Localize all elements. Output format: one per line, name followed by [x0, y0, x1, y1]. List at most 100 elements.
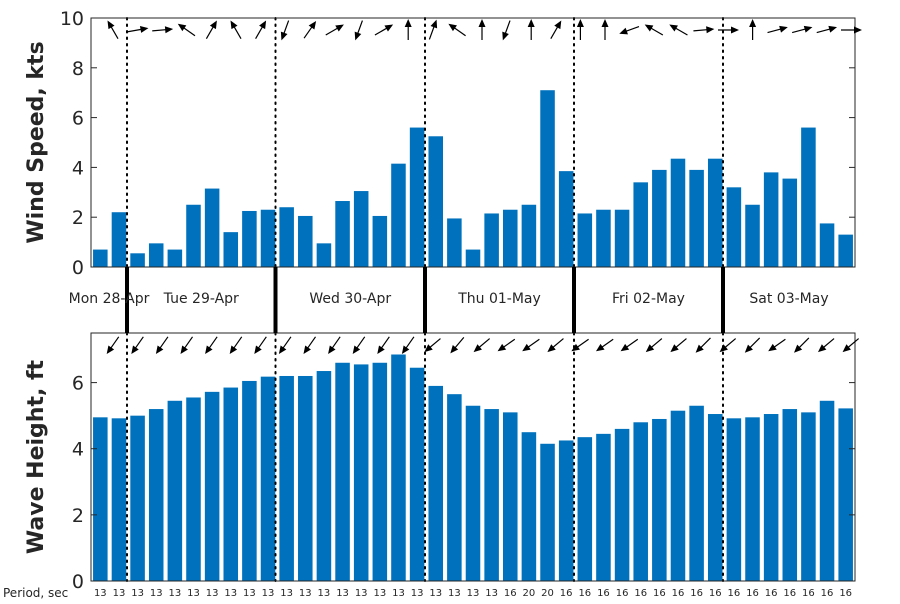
- period-value: 13: [392, 588, 405, 599]
- period-value: 13: [113, 588, 126, 599]
- direction-arrow-head: [209, 20, 217, 30]
- direction-arrow-head: [619, 27, 628, 35]
- direction-arrow: [571, 338, 589, 352]
- direction-arrow-head: [644, 24, 654, 32]
- y-tick-label: 2: [72, 505, 84, 527]
- wind-speed-bar: [391, 163, 406, 267]
- direction-arrow-head: [595, 343, 605, 352]
- period-value: 13: [131, 588, 144, 599]
- wind-speed-bar: [726, 187, 742, 267]
- period-value: 13: [243, 588, 256, 599]
- direction-arrow: [127, 26, 149, 33]
- direction-arrow: [404, 19, 412, 40]
- wind-speed-bar: [148, 243, 164, 267]
- wave-height-bar: [558, 440, 574, 581]
- direction-arrow: [328, 336, 341, 355]
- direction-arrow: [841, 26, 862, 34]
- direction-arrow: [205, 20, 217, 39]
- period-value: 16: [578, 588, 591, 599]
- wind-speed-bar: [633, 182, 648, 267]
- wave-height-axes-box: [90, 332, 856, 582]
- direction-arrow-head: [280, 31, 288, 41]
- direction-arrow: [670, 338, 687, 353]
- period-value: 13: [206, 588, 219, 599]
- direction-arrow: [522, 338, 540, 352]
- wind-speed-bar: [204, 188, 220, 267]
- direction-arrow: [401, 336, 415, 355]
- direction-arrow: [180, 336, 194, 355]
- period-value: 13: [224, 588, 237, 599]
- period-value: 13: [150, 588, 163, 599]
- period-value: 13: [299, 588, 312, 599]
- wave-height-bar: [596, 433, 611, 581]
- direction-arrow: [842, 338, 860, 353]
- direction-arrow-head: [164, 26, 174, 34]
- wave-height-bar: [148, 409, 164, 581]
- wind-speed-bar: [372, 215, 388, 267]
- direction-arrow: [693, 26, 715, 34]
- direction-arrow-head: [473, 344, 482, 353]
- day-label: Fri 02-May: [612, 291, 685, 307]
- period-value: 13: [411, 588, 424, 599]
- direction-arrow: [719, 338, 737, 353]
- wind-speed-bar: [260, 209, 276, 267]
- direction-arrow: [767, 25, 788, 34]
- wave-height-bar: [689, 405, 704, 581]
- direction-arrow-head: [205, 345, 213, 355]
- direction-arrow: [669, 24, 688, 36]
- period-value: 16: [709, 588, 722, 599]
- direction-arrow: [547, 338, 564, 353]
- direction-arrow-head: [177, 23, 187, 32]
- period-value: 16: [690, 588, 703, 599]
- direction-arrow-head: [278, 345, 287, 355]
- wave-height-bar: [614, 428, 630, 581]
- day-label: Sat 03-May: [749, 291, 828, 307]
- direction-arrow-head: [522, 343, 531, 352]
- direction-arrow: [478, 19, 486, 40]
- wave-height-bar: [204, 391, 220, 581]
- direction-arrow-head: [180, 345, 188, 355]
- direction-arrow-head: [731, 26, 739, 34]
- wind-speed-bar: [838, 234, 853, 267]
- direction-arrow: [152, 26, 174, 34]
- direction-arrow-head: [131, 345, 139, 355]
- wave-height-bar: [652, 418, 667, 581]
- wind-speed-bar: [745, 204, 760, 267]
- direction-arrow-head: [620, 343, 630, 352]
- wind-speed-bar: [577, 213, 593, 267]
- wind-speed-bar: [521, 204, 537, 267]
- y-tick-label: 8: [72, 58, 84, 80]
- direction-arrow-head: [828, 25, 838, 33]
- period-value: 13: [94, 588, 107, 599]
- direction-arrow-head: [107, 20, 115, 30]
- wind-speed-bar: [503, 209, 518, 267]
- direction-arrow-head: [430, 19, 438, 29]
- period-value: 13: [318, 588, 331, 599]
- y-tick-label: 4: [72, 157, 84, 179]
- period-value: 16: [672, 588, 685, 599]
- wave-height-bar: [316, 371, 332, 581]
- wind-speed-bar: [93, 249, 108, 267]
- wave-height-bar: [465, 405, 481, 581]
- wave-height-bar: [353, 364, 369, 581]
- direction-arrow: [428, 19, 438, 40]
- period-value: 13: [355, 588, 368, 599]
- direction-arrow-head: [230, 20, 238, 30]
- wave-height-bar: [242, 380, 257, 581]
- wave-height-bar: [707, 414, 723, 581]
- wave-height-bar: [391, 354, 406, 581]
- wave-height-bar: [223, 387, 239, 581]
- direction-arrow: [303, 20, 317, 39]
- period-value: 16: [821, 588, 834, 599]
- direction-arrow-head: [794, 344, 803, 353]
- wave-height-bar: [335, 362, 350, 581]
- period-value: 16: [634, 588, 647, 599]
- wave-height-bar: [633, 422, 648, 581]
- wind-speed-axis-label: Wind Speed, kts: [24, 41, 49, 243]
- period-value: 13: [262, 588, 275, 599]
- wind-speed-bar: [335, 201, 350, 267]
- period-value: 16: [802, 588, 815, 599]
- direction-arrow: [424, 338, 441, 353]
- wind-speed-bar: [298, 215, 313, 267]
